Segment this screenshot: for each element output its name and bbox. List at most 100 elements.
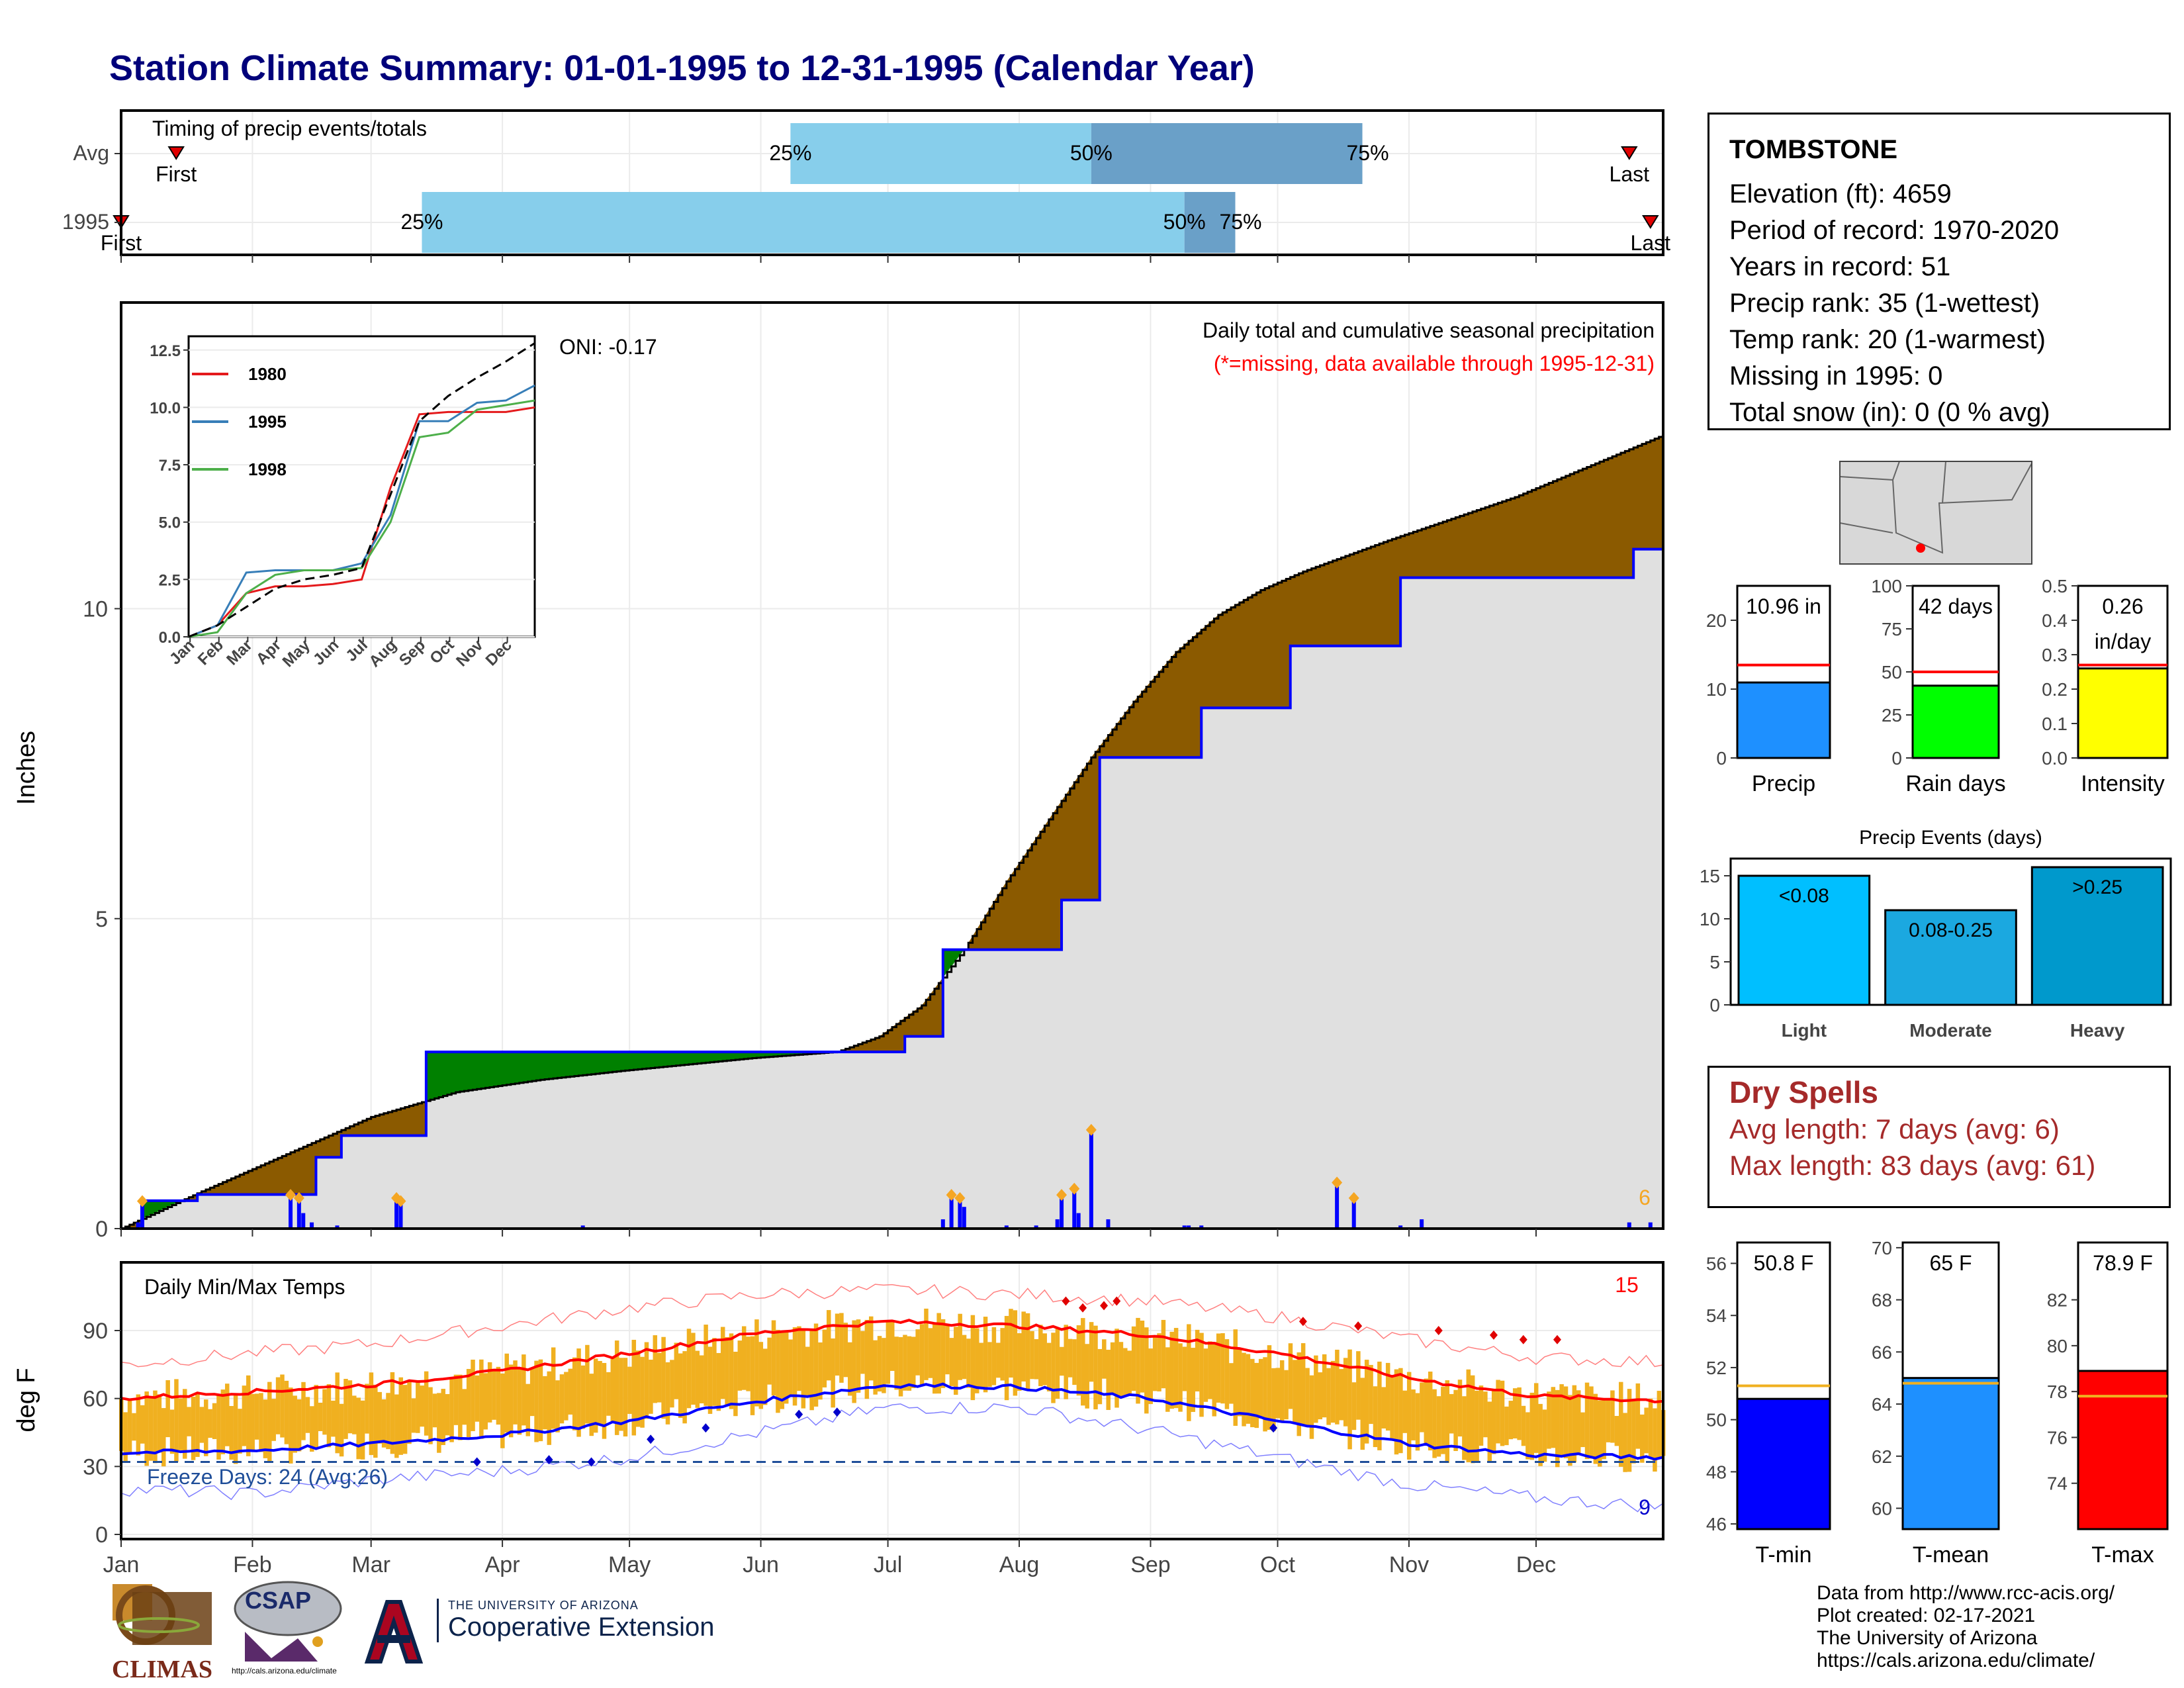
daily-temp-bar	[1572, 1385, 1577, 1463]
daily-temp-bar	[250, 1393, 255, 1451]
daily-temp-bar	[1623, 1413, 1627, 1472]
small-chart-value-label: 10.96 in	[1746, 594, 1821, 618]
small-chart-ytick-label: 0.0	[2042, 748, 2068, 769]
daily-temp-bar	[1267, 1345, 1272, 1430]
daily-temp-bar	[233, 1394, 238, 1464]
daily-temp-bar	[1373, 1386, 1378, 1448]
daily-temp-bar	[1428, 1371, 1433, 1451]
daily-temp-bar	[1263, 1357, 1267, 1432]
daily-temp-bar	[1589, 1386, 1594, 1459]
daily-temp-bar	[437, 1393, 441, 1453]
daily-precip-bar	[335, 1225, 340, 1229]
daily-temp-bar	[1173, 1328, 1179, 1409]
daily-temp-bar	[1470, 1375, 1475, 1464]
daily-temp-bar	[1525, 1412, 1530, 1460]
daily-temp-bar	[1432, 1389, 1437, 1458]
daily-temp-bar	[1533, 1383, 1539, 1453]
daily-temp-bar	[475, 1375, 480, 1422]
daily-temp-bar	[1415, 1393, 1420, 1451]
timing-q25-label: 25%	[769, 141, 811, 165]
daily-temp-bar	[420, 1385, 424, 1427]
daily-temp-bar	[441, 1389, 445, 1445]
last-event-marker-icon	[1621, 146, 1638, 160]
freeze-days-label: Freeze Days: 24 (Avg:26)	[147, 1465, 388, 1489]
daily-precip-bar	[296, 1200, 301, 1229]
record-low-marker-icon	[795, 1409, 803, 1419]
inset-ytick-label: 7.5	[159, 457, 181, 475]
small-chart-ytick-label: 78	[2047, 1382, 2068, 1402]
daily-precip-bar	[136, 1222, 140, 1229]
daily-temp-bar	[259, 1393, 263, 1452]
daily-temp-bar	[1314, 1355, 1318, 1423]
record-low-marker-icon	[833, 1407, 841, 1417]
daily-temp-bar	[1148, 1348, 1153, 1405]
daily-temp-bar	[1453, 1389, 1458, 1451]
daily-temp-bar	[572, 1357, 577, 1430]
timing-q25-q50-bar	[790, 123, 1091, 184]
daily-temp-bar	[1216, 1333, 1221, 1403]
heavy-event-marker-icon	[954, 1192, 966, 1204]
daily-temp-bar	[894, 1336, 899, 1390]
footer-created: Plot created: 02-17-2021	[1817, 1605, 2036, 1626]
daily-temp-bar	[954, 1327, 958, 1395]
daily-temp-bar	[1593, 1393, 1598, 1464]
daily-temp-bar	[254, 1393, 259, 1440]
daily-temp-bar	[356, 1397, 361, 1460]
daily-temp-bar	[373, 1384, 378, 1458]
info-snow: Total snow (in): 0 (0 % avg)	[1729, 398, 2050, 427]
daily-temp-bar	[1203, 1348, 1208, 1402]
daily-temp-bar	[1381, 1387, 1387, 1429]
daily-temp-bar	[936, 1313, 941, 1394]
daily-temp-bar	[1483, 1391, 1488, 1438]
daily-temp-bar	[1394, 1369, 1399, 1455]
daily-temp-bar	[873, 1340, 878, 1395]
daily-temp-bar	[1152, 1335, 1158, 1391]
daily-temp-bar	[1542, 1409, 1547, 1462]
daily-temp-bar	[1284, 1370, 1289, 1420]
footer-university: The University of Arizona	[1817, 1627, 2038, 1649]
daily-temp-bar	[445, 1393, 450, 1436]
precip-ytick-label: 10	[83, 597, 108, 622]
daily-temp-bar	[826, 1310, 831, 1381]
daily-temp-bar	[191, 1397, 196, 1460]
record-high-marker-icon	[1434, 1326, 1443, 1335]
timing-first-label: First	[156, 162, 197, 186]
daily-temp-bar	[788, 1339, 793, 1397]
daily-temp-bar	[797, 1326, 801, 1391]
oni-label: ONI: -0.17	[559, 335, 657, 359]
daily-temp-bar	[161, 1408, 166, 1467]
daily-temp-bar	[1606, 1399, 1611, 1442]
daily-temp-bar	[462, 1389, 467, 1425]
daily-temp-bar	[1169, 1331, 1174, 1409]
daily-temp-bar	[1475, 1390, 1479, 1462]
daily-temp-bar	[585, 1344, 590, 1424]
record-high-marker-icon	[1079, 1303, 1087, 1313]
temp-panel-frame	[120, 1261, 1664, 1540]
daily-temp-bar	[653, 1335, 658, 1403]
daily-temp-bar	[1118, 1342, 1124, 1397]
daily-temp-bar	[1491, 1389, 1496, 1454]
inset-legend-label: 1995	[248, 412, 287, 432]
daily-temp-bar	[737, 1340, 743, 1391]
small-chart-ytick-label: 25	[1882, 705, 1902, 726]
small-chart-ytick-label: 48	[1706, 1462, 1727, 1482]
daily-precip-bar	[1089, 1132, 1093, 1229]
inset-ytick-label: 12.5	[150, 342, 181, 360]
csap-logo: CSAP http://cals.arizona.edu/climate	[232, 1579, 347, 1678]
heavy-event-marker-icon	[946, 1189, 957, 1201]
daily-temp-bar	[449, 1378, 454, 1442]
small-chart-ytick-label: 60	[1872, 1499, 1892, 1519]
daily-temp-bar	[1025, 1313, 1030, 1391]
heavy-event-marker-icon	[137, 1195, 148, 1207]
daily-temp-bar	[1576, 1390, 1581, 1455]
daily-temp-bar	[407, 1382, 412, 1444]
daily-temp-bar	[271, 1399, 276, 1441]
daily-temp-bar	[1275, 1368, 1280, 1419]
daily-temp-bar	[522, 1354, 526, 1426]
daily-temp-bar	[843, 1323, 848, 1378]
daily-temp-bar	[762, 1348, 768, 1405]
timing-q50-q75-bar	[1184, 192, 1236, 253]
daily-temp-bar	[402, 1385, 408, 1454]
daily-temp-bar	[1237, 1348, 1242, 1417]
daily-temp-bar	[339, 1403, 344, 1457]
